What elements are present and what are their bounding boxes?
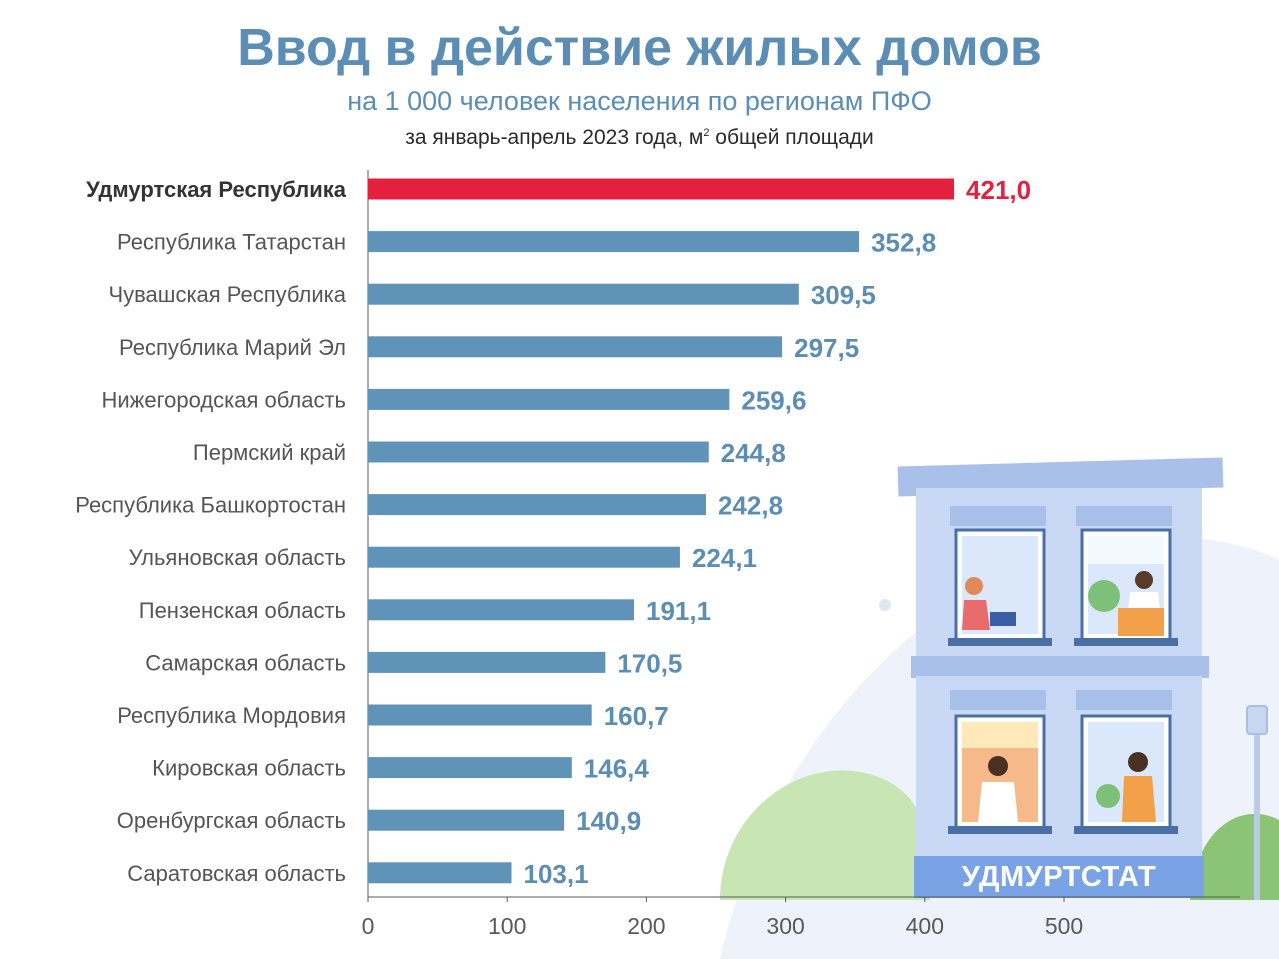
value-label: 352,8: [871, 228, 936, 258]
awning: [950, 690, 1046, 710]
bush-left: [720, 770, 930, 900]
bar: [368, 494, 706, 516]
category-label: Удмуртская Республика: [86, 177, 347, 202]
subtitle-units-superscript: 2: [703, 127, 710, 139]
bar: [368, 862, 512, 884]
bar: [368, 546, 680, 568]
bar: [368, 336, 783, 358]
bar: [368, 441, 709, 463]
value-label: 242,8: [718, 491, 783, 521]
bar: [368, 599, 635, 621]
armchair: [1118, 608, 1164, 636]
value-label: 170,5: [617, 648, 682, 678]
value-label: 244,8: [721, 438, 786, 468]
window-sill: [1074, 826, 1178, 834]
person-body: [1122, 776, 1156, 822]
category-label: Пермский край: [193, 440, 346, 465]
category-label: Республика Марий Эл: [119, 335, 346, 360]
floor-ledge: [911, 656, 1209, 678]
x-tick-label: 300: [766, 913, 804, 939]
roof: [897, 457, 1224, 497]
bar: [368, 704, 592, 726]
value-label: 103,1: [524, 859, 589, 889]
value-label: 191,1: [646, 596, 711, 626]
bar: [368, 283, 799, 305]
category-label: Чувашская Республика: [108, 282, 346, 307]
blinds: [962, 722, 1038, 748]
bar: [368, 809, 565, 831]
awning: [950, 506, 1046, 526]
bar: [368, 651, 606, 673]
value-label: 140,9: [576, 806, 641, 836]
person-head: [965, 577, 983, 595]
category-label: Республика Башкортостан: [75, 493, 346, 518]
person-body: [978, 782, 1018, 822]
page-subtitle: на 1 000 человек населения по регионам П…: [347, 86, 932, 116]
person-head: [1128, 752, 1148, 772]
plant: [1096, 784, 1120, 808]
laptop: [990, 612, 1016, 626]
bar: [368, 231, 860, 253]
x-tick-label: 500: [1045, 913, 1083, 939]
bar: [368, 178, 955, 200]
subtitle-units-text: за январь-апрель 2023 года, м: [405, 126, 704, 149]
window-sill: [948, 826, 1052, 834]
value-label: 224,1: [692, 543, 757, 573]
bar: [368, 757, 572, 779]
window-sill: [948, 638, 1052, 646]
plant: [1088, 580, 1120, 612]
category-label: Республика Татарстан: [117, 230, 346, 255]
category-label: Республика Мордовия: [117, 703, 346, 728]
bar: [368, 388, 730, 410]
x-tick-label: 100: [488, 913, 526, 939]
category-label: Кировская область: [152, 756, 346, 781]
lamp-post: [1254, 730, 1260, 900]
blinds: [1088, 536, 1164, 564]
value-label: 421,0: [966, 175, 1031, 205]
person-head: [988, 756, 1008, 776]
awning: [1076, 690, 1172, 710]
category-label: Ульяновская область: [129, 545, 346, 570]
brand-label: УДМУРТСТАТ: [961, 861, 1157, 893]
window-sill: [1074, 638, 1178, 646]
lamp-head: [1246, 705, 1268, 735]
person-head: [1135, 571, 1153, 589]
decor-dot: [879, 599, 891, 611]
page-subtitle-units: за январь-апрель 2023 года, м2 общей пло…: [0, 126, 1279, 150]
category-label: Пензенская область: [139, 598, 346, 623]
awning: [1076, 506, 1172, 526]
value-label: 259,6: [741, 385, 806, 415]
value-label: 146,4: [584, 754, 650, 784]
x-tick-label: 400: [906, 913, 944, 939]
category-label: Оренбургская область: [117, 808, 346, 833]
person-body: [962, 600, 990, 630]
subtitle-units-suffix: общей площади: [709, 126, 874, 149]
category-label: Самарская область: [145, 650, 346, 675]
value-label: 309,5: [811, 280, 876, 310]
value-label: 297,5: [794, 333, 859, 363]
brand-band: [914, 856, 1204, 898]
page-title: Ввод в действие жилых домов: [237, 19, 1042, 77]
category-label: Саратовская область: [127, 861, 346, 886]
value-label: 160,7: [604, 701, 669, 731]
x-tick-label: 0: [362, 913, 375, 939]
x-tick-label: 200: [627, 913, 665, 939]
category-label: Нижегородская область: [101, 387, 346, 412]
